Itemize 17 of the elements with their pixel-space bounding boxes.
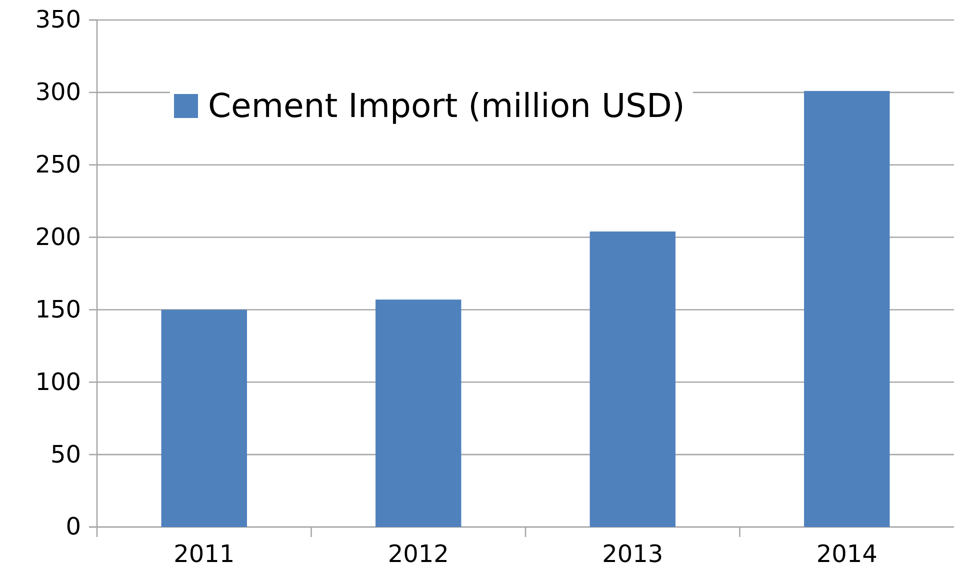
- y-tick-label: 200: [35, 222, 81, 251]
- y-tick-label: 0: [66, 512, 81, 541]
- y-tick-label: 350: [35, 6, 81, 34]
- x-tick-label: 2011: [174, 540, 235, 568]
- bar: [376, 300, 462, 527]
- y-tick-label: 150: [35, 295, 81, 324]
- bar: [804, 90, 890, 527]
- bar: [590, 231, 676, 527]
- y-tick-label: 300: [35, 78, 81, 106]
- legend-label: Cement Import (million USD): [208, 86, 685, 125]
- x-tick-label: 2014: [816, 540, 878, 568]
- y-tick-label: 50: [50, 440, 81, 468]
- x-tick-label: 2012: [388, 540, 449, 568]
- y-tick-label: 250: [35, 150, 81, 179]
- y-tick-label: 100: [35, 368, 81, 396]
- x-tick-label: 2013: [602, 540, 664, 568]
- bar: [161, 310, 247, 527]
